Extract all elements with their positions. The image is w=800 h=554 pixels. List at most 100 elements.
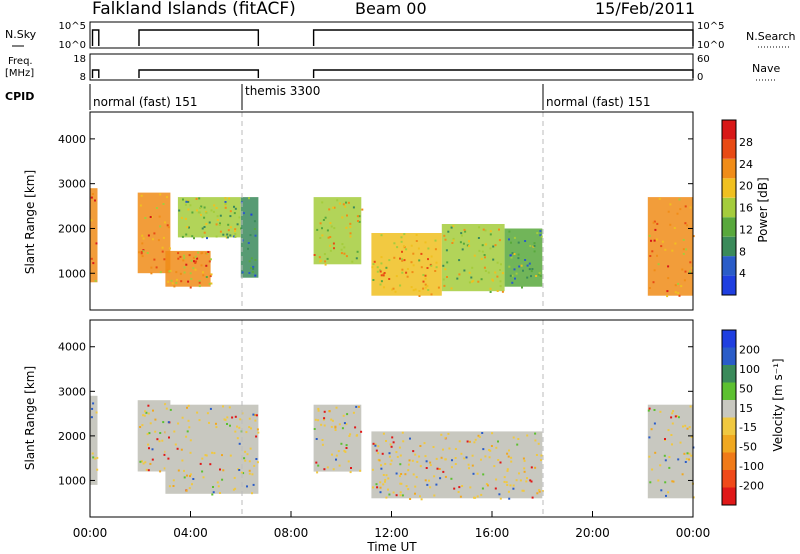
echo-pixel: [669, 203, 672, 206]
echo-pixel: [179, 272, 182, 275]
echo-pixel: [501, 272, 504, 275]
echo-pixel: [478, 249, 481, 252]
echo-pixel: [657, 479, 660, 482]
echo-pixel: [474, 496, 477, 499]
echo-pixel: [521, 489, 524, 492]
echo-pixel: [168, 270, 171, 273]
echo-pixel: [252, 413, 255, 416]
velocity-colorbar-swatch: [722, 417, 736, 435]
echo-pixel: [460, 232, 463, 235]
echo-pixel: [484, 256, 486, 259]
echo-pixel: [329, 249, 332, 252]
echo-pixel: [196, 209, 198, 212]
echo-pixel: [530, 270, 533, 273]
echo-pixel: [412, 264, 415, 267]
time-xtick-label: 00:00: [73, 526, 108, 540]
echo-pixel: [426, 285, 429, 288]
echo-pixel: [189, 451, 192, 454]
echo-pixel: [248, 272, 251, 274]
freq-trace-segment: [91, 69, 100, 78]
echo-pixel: [424, 283, 427, 286]
echo-pixel: [405, 485, 408, 488]
velocity-colorbar-swatch: [722, 347, 736, 365]
echo-pixel: [322, 219, 325, 221]
echo-pixel: [480, 493, 483, 496]
echo-pixel: [92, 402, 95, 405]
echo-pixel: [530, 275, 532, 278]
echo-pixel: [382, 483, 385, 486]
echo-pixel: [506, 469, 509, 472]
echo-pixel: [219, 468, 221, 471]
echo-block: [371, 431, 543, 499]
echo-pixel: [444, 268, 447, 271]
echo-pixel: [233, 235, 236, 238]
power-colorbar-swatch: [722, 236, 736, 257]
echo-pixel: [380, 274, 383, 277]
power-colorbar-tick-label: 8: [739, 245, 746, 258]
echo-pixel: [434, 270, 437, 272]
echo-pixel: [393, 242, 396, 245]
echo-pixel: [426, 267, 429, 269]
echo-pixel: [203, 216, 206, 219]
echo-pixel: [499, 280, 502, 283]
echo-pixel: [142, 462, 145, 465]
echo-pixel: [442, 470, 445, 473]
echo-pixel: [534, 439, 537, 442]
echo-pixel: [173, 285, 176, 288]
echo-pixel: [210, 209, 213, 212]
echo-pixel: [352, 411, 355, 414]
echo-pixel: [345, 226, 348, 229]
echo-pixel: [189, 475, 191, 478]
echo-pixel: [427, 247, 430, 250]
echo-pixel: [359, 469, 362, 472]
echo-pixel: [335, 454, 338, 457]
echo-pixel: [354, 426, 357, 429]
echo-pixel: [451, 242, 454, 244]
echo-pixel: [450, 287, 453, 290]
echo-pixel: [321, 439, 324, 441]
echo-pixel: [418, 290, 421, 292]
echo-pixel: [410, 244, 413, 247]
echo-pixel: [679, 208, 682, 211]
freq-tick-bottom: 8: [80, 72, 86, 83]
echo-pixel: [444, 475, 447, 478]
echo-pixel: [661, 240, 664, 243]
echo-pixel: [254, 414, 257, 417]
echo-pixel: [244, 450, 247, 453]
echo-pixel: [224, 202, 227, 205]
echo-pixel: [689, 405, 692, 408]
echo-pixel: [468, 271, 471, 274]
echo-pixel: [226, 236, 229, 239]
echo-pixel: [201, 470, 204, 473]
echo-pixel: [388, 493, 391, 496]
echo-pixel: [144, 410, 147, 413]
echo-pixel: [379, 270, 382, 273]
echo-pixel: [183, 469, 185, 472]
echo-pixel: [690, 435, 693, 438]
echo-pixel: [382, 432, 385, 435]
echo-pixel: [425, 467, 428, 469]
echo-pixel: [183, 266, 186, 269]
echo-pixel: [139, 460, 142, 463]
echo-pixel: [192, 256, 195, 259]
echo-pixel: [684, 270, 687, 273]
nsky-trace-segment: [91, 29, 100, 46]
echo-pixel: [672, 410, 675, 413]
echo-pixel: [417, 247, 420, 250]
echo-pixel: [497, 440, 499, 443]
nave-tick-bottom: 0: [697, 72, 703, 83]
echo-pixel: [177, 422, 180, 425]
echo-pixel: [236, 425, 238, 428]
echo-pixel: [507, 490, 510, 493]
echo-pixel: [468, 467, 470, 470]
echo-pixel: [95, 242, 98, 245]
echo-pixel: [94, 457, 97, 460]
echo-pixel: [471, 266, 474, 269]
velocity-colorbar-swatch: [722, 330, 736, 348]
echo-pixel: [537, 273, 540, 276]
echo-pixel: [648, 234, 651, 237]
echo-pixel: [329, 236, 332, 238]
echo-pixel: [183, 257, 186, 260]
echo-pixel: [190, 277, 193, 280]
echo-pixel: [320, 423, 323, 426]
